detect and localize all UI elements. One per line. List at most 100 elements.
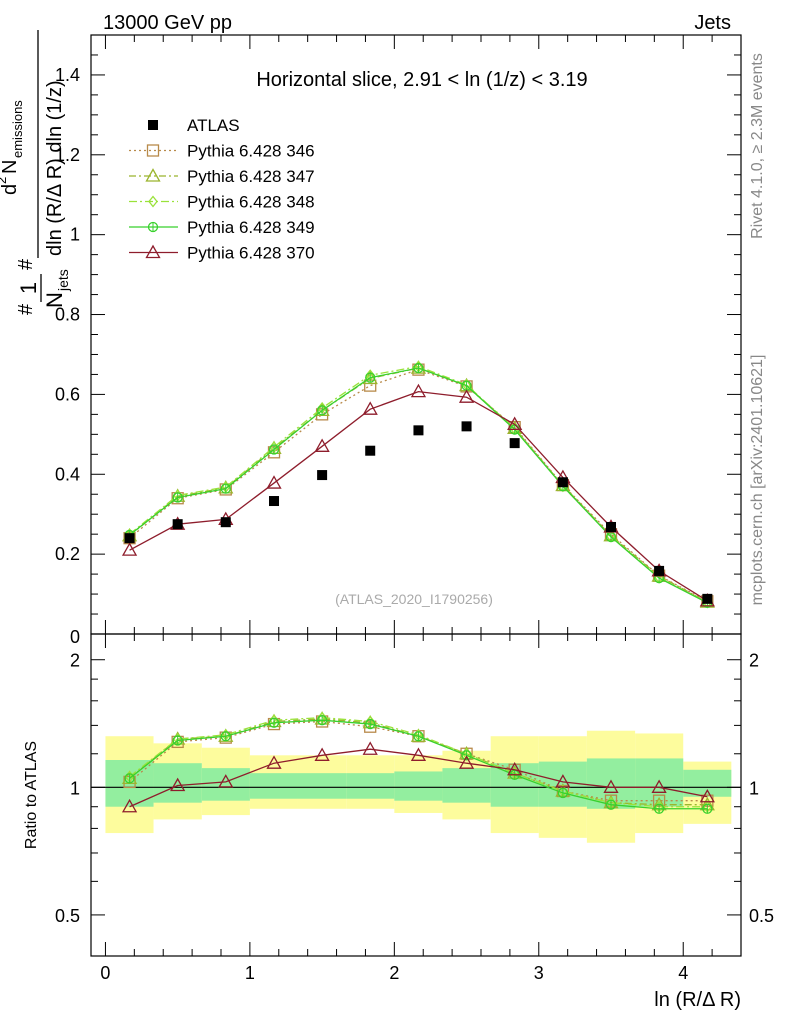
ratio-xtick-label-4: 4 xyxy=(678,963,688,983)
ylabel-jets: jets xyxy=(55,269,71,292)
atlas-point-6 xyxy=(413,425,424,436)
atlas-point-11 xyxy=(654,565,665,576)
band-inner-1 xyxy=(153,763,202,803)
atlas-point-12 xyxy=(702,593,713,604)
ylabel-one: 1 xyxy=(16,282,41,294)
ratio-4-point-5 xyxy=(362,741,378,755)
legend-label-3: Pythia 6.428 349 xyxy=(187,218,315,237)
ratio-xtick-label-3: 3 xyxy=(534,963,544,983)
chart-title: Horizontal slice, 2.91 < ln (1/z) < 3.19 xyxy=(256,69,587,91)
ylabel-num-2: 2 xyxy=(0,177,9,184)
energy-label: 13000 GeV pp xyxy=(103,12,232,34)
band-inner-2 xyxy=(201,768,250,801)
series-4-point-7 xyxy=(458,389,475,403)
series-4-point-5 xyxy=(362,401,378,415)
ratio-ylabel: Ratio to ATLAS xyxy=(23,741,40,849)
ratio-4-point-7 xyxy=(458,755,475,769)
ratio-xtick-label-0: 0 xyxy=(100,963,110,983)
main-ytick-label-6: 1.4 xyxy=(55,65,80,85)
main-ytick-label-3: 0.8 xyxy=(55,305,80,325)
process-label: Jets xyxy=(694,12,731,34)
ratio-4-point-11 xyxy=(651,779,667,793)
main-ytick-label-2: 0.6 xyxy=(55,384,80,404)
band-inner-6 xyxy=(394,771,443,801)
ylabel-hash2: # xyxy=(15,258,37,270)
ratio-frame xyxy=(90,633,742,957)
atlas-point-2 xyxy=(220,517,231,528)
ratio-4-point-9 xyxy=(555,774,571,788)
legend-label-0: Pythia 6.428 346 xyxy=(187,142,315,161)
main-ytick-label-4: 1 xyxy=(70,225,80,245)
ratio-ytick-label-right-0: 0.5 xyxy=(749,906,774,926)
ratio-4-point-6 xyxy=(410,747,427,761)
rivet-label: Rivet 4.1.0, ≥ 2.3M events xyxy=(749,53,766,239)
band-inner-12 xyxy=(683,769,732,797)
main-ytick-label-1: 0.4 xyxy=(55,464,80,484)
legend-marker-4 xyxy=(145,244,161,259)
ratio-line-4 xyxy=(129,748,708,808)
ratio-axes: 0.5 0.5 1 1 2 2 0 1 2 3 4 xyxy=(55,634,774,983)
ratio-ytick-label-right-2: 2 xyxy=(749,651,759,671)
atlas-point-8 xyxy=(509,438,520,449)
ratio-ytick-label-left-2: 2 xyxy=(70,651,80,671)
atlas-point-10 xyxy=(606,521,616,532)
watermark: (ATLAS_2020_I1790256) xyxy=(335,591,493,607)
ylabel-n: N xyxy=(42,292,67,308)
mcplots-label: mcplots.cern.ch [arXiv:2401.10621] xyxy=(749,355,766,606)
legend-label-2: Pythia 6.428 348 xyxy=(187,193,315,212)
atlas-point-7 xyxy=(461,421,472,432)
ratio-4-point-10 xyxy=(603,779,619,793)
atlas-point-1 xyxy=(172,519,183,530)
series-4-point-0 xyxy=(121,542,138,556)
atlas-point-9 xyxy=(557,477,568,488)
ylabel-num-sub: emissions xyxy=(10,100,25,158)
ratio-ytick-label-right-1: 1 xyxy=(749,778,759,798)
ylabel-hash1: # xyxy=(15,303,37,315)
ylabel-den: dln (R/Δ R) dln (1/z) xyxy=(44,80,66,256)
main-axes: 0.2 0.4 0.6 0.8 1 1.2 1.4 xyxy=(55,35,741,634)
band-inner-5 xyxy=(346,773,395,799)
series-4-point-3 xyxy=(266,475,282,489)
ratio-4-point-8 xyxy=(507,761,523,776)
main-panel: 0.2 0.4 0.6 0.8 1 1.2 1.4 Horizontal slice, 2.… xyxy=(55,34,742,647)
legend-marker-0 xyxy=(146,144,160,157)
bottom-tick-label: 0 xyxy=(70,627,80,647)
ratio-4-point-0 xyxy=(121,798,138,813)
series-line-3 xyxy=(129,367,708,604)
atlas-point-4 xyxy=(317,470,328,481)
series-line-2 xyxy=(129,365,708,604)
legend-label-4: Pythia 6.428 370 xyxy=(187,244,315,263)
atlas-point-3 xyxy=(269,496,280,507)
legend: ATLAS Pythia 6.428 346 Pythia 6.428 347 Pyt… xyxy=(129,116,315,263)
ratio-4-point-12 xyxy=(699,788,715,803)
ylabel-num-n: N xyxy=(0,160,21,174)
atlas-point-0 xyxy=(124,533,135,544)
series-4-point-4 xyxy=(314,438,330,452)
series-4-point-8 xyxy=(507,416,523,431)
legend-atlas-label: ATLAS xyxy=(187,116,240,135)
series-line-4 xyxy=(129,390,708,602)
main-plot-content xyxy=(121,360,715,609)
atlas-point-5 xyxy=(365,445,376,456)
ratio-ytick-label-left-1: 1 xyxy=(70,778,80,798)
band-inner-7 xyxy=(442,768,491,803)
x-axis-label: ln (R/Δ R) xyxy=(654,989,741,1011)
ratio-ytick-label-left-0: 0.5 xyxy=(55,906,80,926)
band-inner-3 xyxy=(249,773,298,799)
main-ytick-label-5: 1.2 xyxy=(55,145,80,165)
ratio-4-point-1 xyxy=(170,777,186,792)
series-line-0 xyxy=(129,368,708,602)
ratio-4-point-4 xyxy=(314,747,330,761)
legend-atlas-marker xyxy=(148,120,158,130)
ratio-4-point-3 xyxy=(266,755,282,769)
legend-marker-1 xyxy=(145,168,161,182)
ratio-xtick-label-1: 1 xyxy=(245,963,255,983)
ratio-xtick-label-2: 2 xyxy=(389,963,399,983)
band-inner-4 xyxy=(297,773,347,799)
ratio-4-point-2 xyxy=(218,774,234,788)
ratio-panel: 0.5 0.5 1 1 2 2 0 1 2 3 4 xyxy=(55,633,774,983)
series-line-1 xyxy=(129,367,708,603)
main-ylabel: # 1 N jets # d 2 N emissions dln (R/Δ R)… xyxy=(0,30,71,315)
series-4-point-6 xyxy=(410,383,427,398)
